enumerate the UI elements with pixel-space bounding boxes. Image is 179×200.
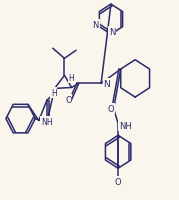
Text: N: N (93, 21, 99, 30)
Text: NH: NH (119, 122, 132, 130)
Text: O: O (108, 105, 114, 113)
Text: O: O (65, 96, 72, 104)
Text: H: H (68, 74, 74, 83)
Text: H: H (51, 89, 57, 97)
Text: N: N (109, 28, 115, 36)
Text: NH: NH (41, 117, 53, 126)
Text: N: N (103, 80, 110, 88)
Text: O: O (115, 177, 122, 186)
